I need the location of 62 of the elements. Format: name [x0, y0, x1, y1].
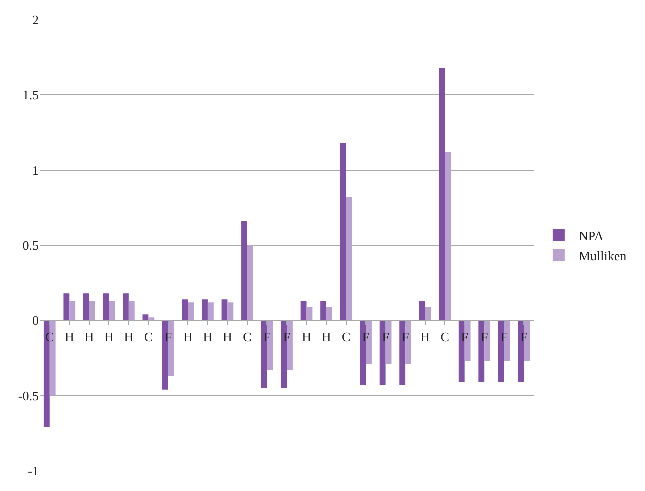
x-tick-label: H — [104, 329, 114, 344]
bar — [202, 300, 208, 321]
y-tick-label: -0.5 — [18, 388, 39, 404]
bar — [320, 301, 327, 321]
x-tick-label: F — [402, 329, 410, 344]
bar — [300, 301, 307, 321]
bar — [208, 302, 214, 321]
y-tick-label: 1.5 — [22, 88, 39, 103]
bar — [188, 302, 194, 321]
bar — [148, 318, 155, 321]
bar — [346, 197, 352, 321]
bar — [306, 307, 313, 321]
bar — [83, 294, 90, 321]
x-tick-label: C — [46, 329, 54, 344]
bar — [89, 301, 96, 321]
bar — [103, 294, 110, 321]
x-tick-label: H — [203, 329, 213, 344]
bar — [64, 294, 70, 321]
x-tick-label: H — [64, 329, 74, 344]
y-tick-label: 1 — [32, 162, 39, 178]
y-tick-label: 0 — [32, 313, 39, 328]
x-tick-label: H — [420, 329, 430, 344]
x-tick-label: H — [223, 329, 232, 344]
bar — [182, 300, 188, 321]
y-tick-label: 0.5 — [22, 238, 39, 254]
x-tick-label: F — [382, 329, 390, 344]
x-tick-label: F — [164, 329, 172, 344]
x-tick-label: H — [302, 329, 312, 344]
x-tick-label: F — [520, 329, 528, 344]
x-tick-label: F — [461, 329, 468, 344]
bar — [340, 143, 346, 321]
bar — [128, 301, 135, 321]
y-tick-label: 2 — [32, 12, 39, 28]
x-tick-label: F — [283, 329, 291, 344]
bar — [228, 302, 234, 321]
x-tick-label: C — [144, 329, 154, 344]
x-tick-label: H — [184, 329, 193, 344]
x-tick-label: F — [362, 329, 370, 344]
bar — [122, 294, 129, 321]
bar — [445, 152, 452, 321]
bar — [222, 300, 228, 321]
x-tick-label: H — [124, 329, 134, 344]
x-tick-label: F — [264, 329, 271, 344]
bar — [425, 307, 432, 321]
bar — [326, 307, 332, 321]
legend-label: NPA — [578, 228, 604, 244]
x-tick-label: F — [500, 329, 508, 344]
y-tick-label: -1 — [28, 464, 39, 479]
x-tick-label: C — [342, 329, 351, 344]
bar — [109, 301, 116, 321]
x-tick-label: C — [243, 329, 252, 344]
bar — [439, 68, 446, 321]
bar — [419, 301, 426, 321]
x-tick-label: C — [440, 329, 450, 344]
bar — [247, 246, 254, 321]
x-tick-label: F — [480, 329, 488, 344]
legend-label: Mulliken — [578, 248, 628, 264]
bar — [70, 301, 76, 321]
x-tick-label: H — [84, 329, 94, 344]
bar — [142, 314, 149, 321]
bar — [242, 221, 248, 321]
x-tick-label: H — [322, 329, 332, 344]
